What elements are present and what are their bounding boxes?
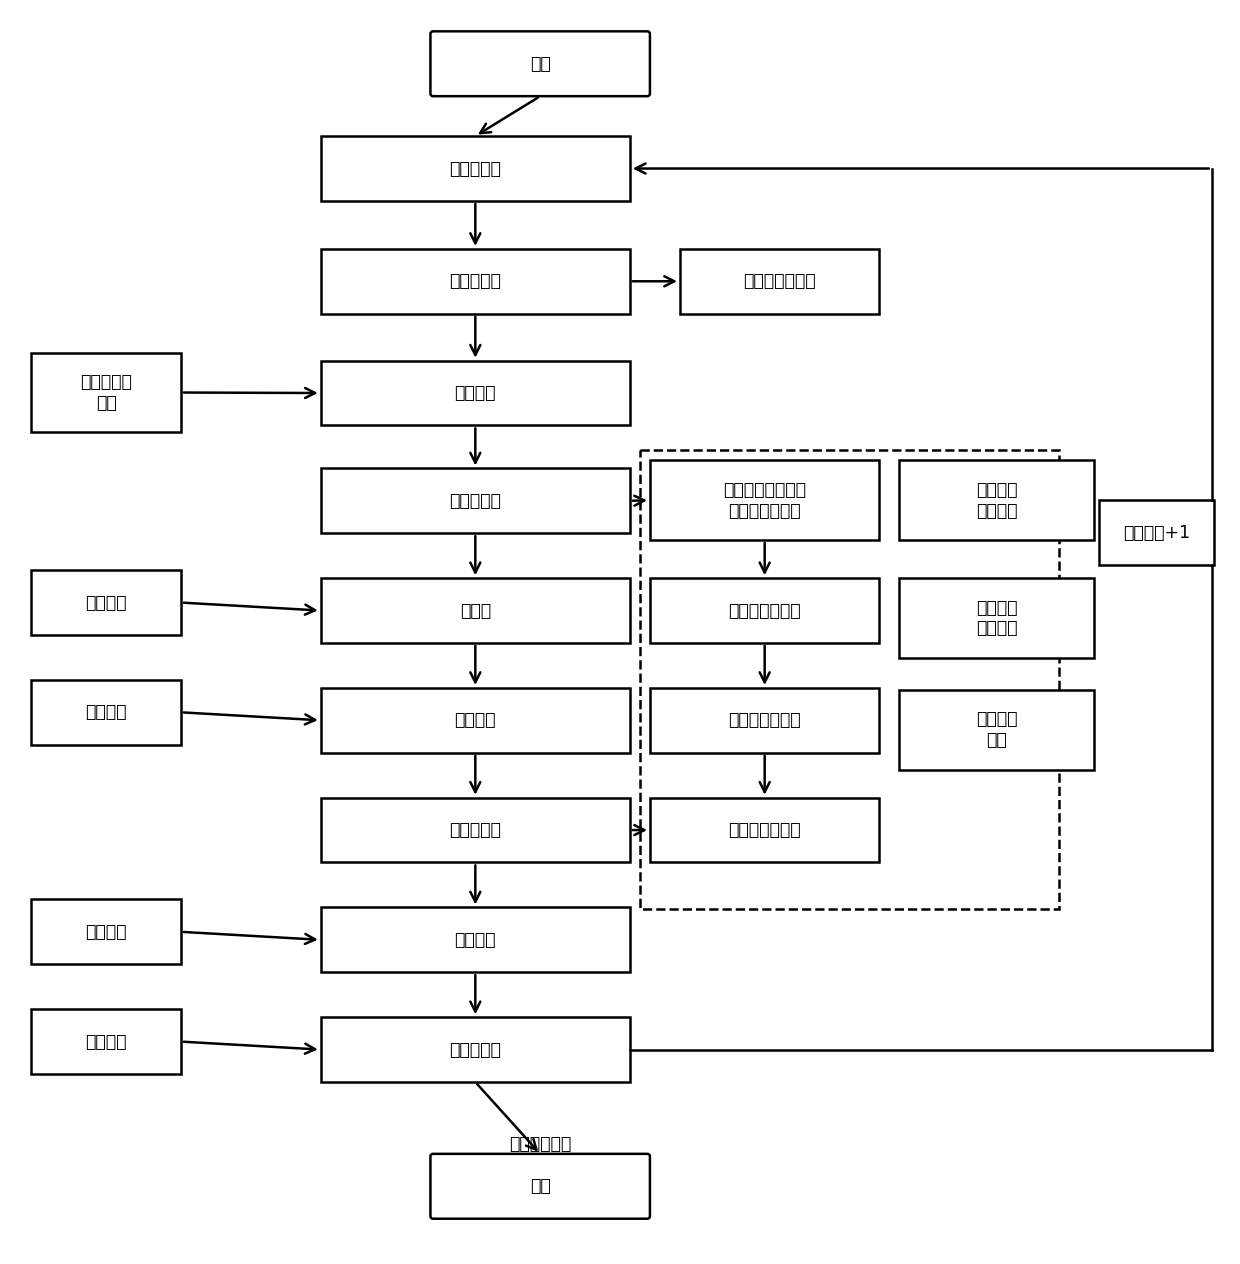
Bar [321, 578, 630, 643]
Bar [650, 688, 879, 753]
Text: 开始: 开始 [529, 54, 551, 73]
Text: 管内流动
换热计算: 管内流动 换热计算 [976, 480, 1017, 520]
Text: 利用上一时刻参数
计算各节点压力: 利用上一时刻参数 计算各节点压力 [723, 480, 806, 520]
FancyBboxPatch shape [430, 1154, 650, 1218]
Bar [31, 353, 181, 432]
Bar [321, 249, 630, 313]
Text: 液位计算: 液位计算 [86, 703, 126, 722]
Bar [899, 690, 1094, 770]
FancyBboxPatch shape [430, 32, 650, 96]
Text: 仿真计算终止: 仿真计算终止 [510, 1135, 572, 1153]
Text: 时间步长+1: 时间步长+1 [1122, 523, 1190, 542]
Bar [321, 360, 630, 426]
Bar [321, 798, 630, 862]
Text: 压降计算: 压降计算 [86, 1033, 126, 1050]
Bar [650, 460, 879, 540]
Bar [640, 450, 1059, 909]
Text: 弯管区: 弯管区 [460, 602, 491, 619]
Text: 各节点换热计算: 各节点换热计算 [728, 822, 801, 839]
Text: 压降、流动
计算: 压降、流动 计算 [81, 373, 133, 412]
Bar [321, 137, 630, 201]
Bar [31, 900, 181, 964]
Text: 进口水室: 进口水室 [455, 930, 496, 949]
Text: 凝结水区: 凝结水区 [455, 712, 496, 729]
Text: 压降、流量计算: 压降、流量计算 [743, 272, 816, 291]
Text: 参数初始化: 参数初始化 [449, 159, 501, 177]
Bar [31, 1009, 181, 1074]
Text: 进口水室: 进口水室 [455, 384, 496, 402]
Bar [321, 1018, 630, 1082]
Text: 管壁换热
计算: 管壁换热 计算 [976, 710, 1017, 750]
Bar [321, 908, 630, 972]
Bar [31, 680, 181, 744]
Text: 各节点流量计算: 各节点流量计算 [728, 712, 801, 729]
Bar [650, 798, 879, 862]
Text: 压降计算: 压降计算 [86, 594, 126, 612]
Bar [899, 460, 1094, 540]
Bar [680, 249, 879, 313]
Text: 疏水冷却区: 疏水冷却区 [449, 822, 501, 839]
Text: 结束: 结束 [529, 1177, 551, 1196]
Bar [321, 688, 630, 753]
Bar [650, 578, 879, 643]
Bar [321, 469, 630, 533]
Bar [31, 570, 181, 635]
Text: 各节点压降计算: 各节点压降计算 [728, 602, 801, 619]
Text: 管外流动
换热计算: 管外流动 换热计算 [976, 599, 1017, 637]
Text: 蒸汽入口区: 蒸汽入口区 [449, 272, 501, 291]
Text: 压降计算: 压降计算 [86, 923, 126, 940]
Bar [1099, 501, 1214, 565]
Text: 疏水冷却区: 疏水冷却区 [449, 1040, 501, 1058]
Text: 蒸汽冷却区: 蒸汽冷却区 [449, 492, 501, 509]
Bar [899, 578, 1094, 659]
